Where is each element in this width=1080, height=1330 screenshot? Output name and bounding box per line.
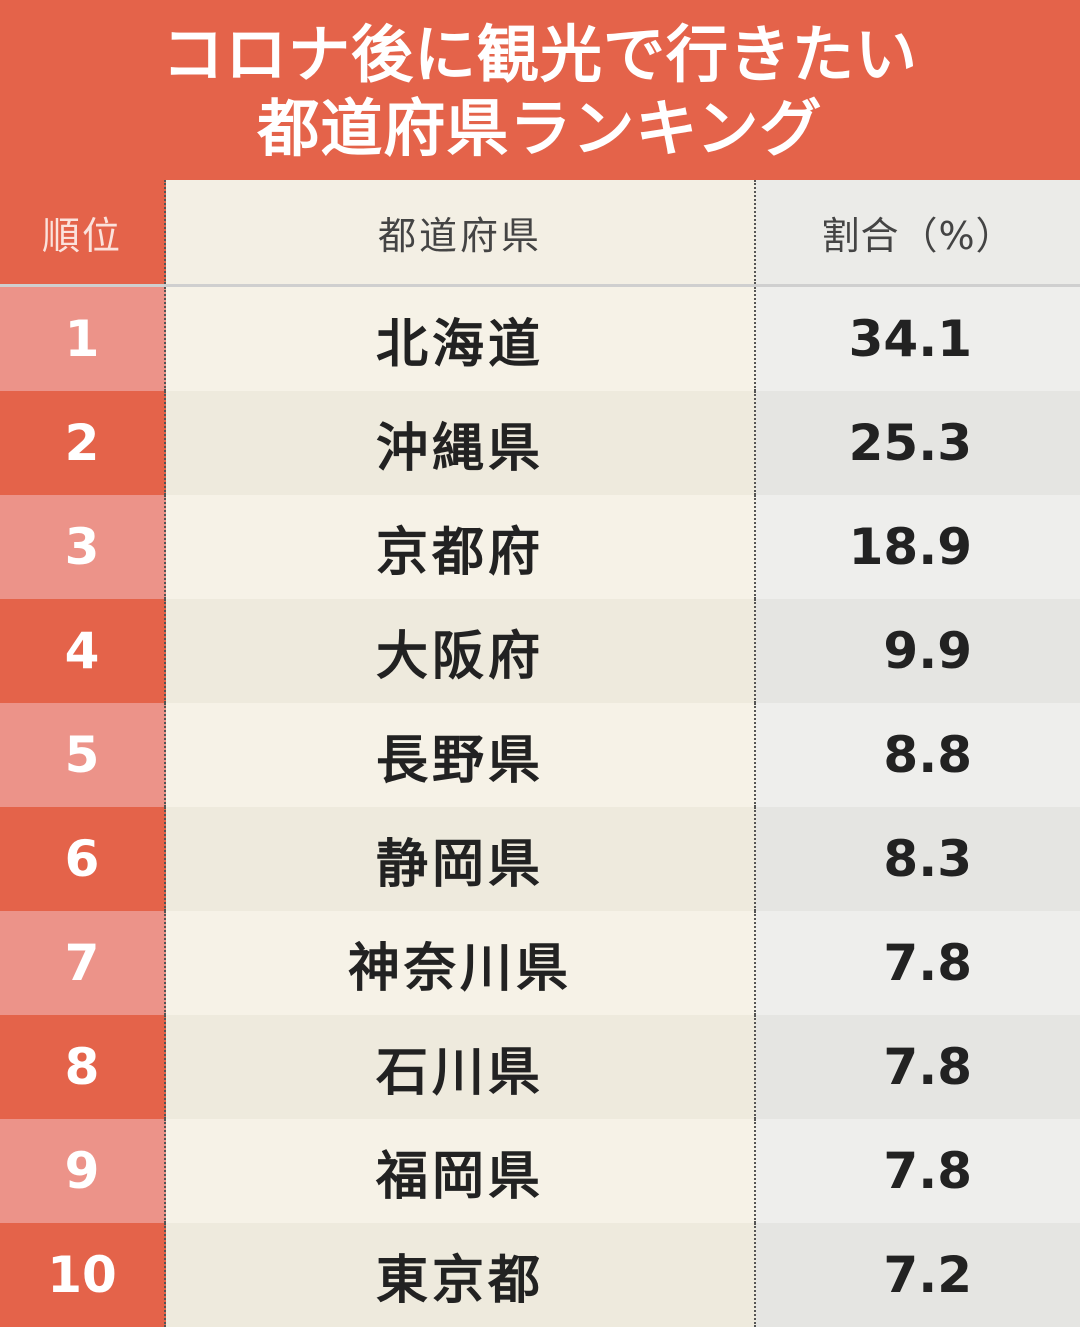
rank-cell: 7	[0, 911, 166, 1015]
title-line-1: コロナ後に観光で行きたい	[161, 18, 918, 91]
prefecture-cell: 北海道	[166, 287, 756, 391]
percent-cell: 8.3	[756, 807, 1080, 911]
rank-cell: 3	[0, 495, 166, 599]
table-row: 7 神奈川県 7.8	[0, 911, 1080, 1015]
table-body: 1 北海道 34.1 2 沖縄県 25.3 3 京都府 18.9 4 大阪府 9.9 5 長野県 8.8 6 静…	[0, 287, 1080, 1330]
prefecture-cell: 静岡県	[166, 807, 756, 911]
percent-cell: 7.8	[756, 1119, 1080, 1223]
title-banner: コロナ後に観光で行きたい 都道府県ランキング	[0, 0, 1080, 180]
header-rank: 順位	[0, 180, 166, 284]
prefecture-cell: 神奈川県	[166, 911, 756, 1015]
prefecture-cell: 東京都	[166, 1223, 756, 1327]
rank-cell: 1	[0, 287, 166, 391]
percent-cell: 25.3	[756, 391, 1080, 495]
rank-cell: 8	[0, 1015, 166, 1119]
table-row: 2 沖縄県 25.3	[0, 391, 1080, 495]
percent-cell: 34.1	[756, 287, 1080, 391]
percent-cell: 9.9	[756, 599, 1080, 703]
rank-cell: 2	[0, 391, 166, 495]
table-row: 3 京都府 18.9	[0, 495, 1080, 599]
rank-cell: 6	[0, 807, 166, 911]
prefecture-cell: 長野県	[166, 703, 756, 807]
percent-cell: 7.8	[756, 911, 1080, 1015]
table-header-row: 順位 都道府県 割合（%）	[0, 180, 1080, 287]
rank-cell: 9	[0, 1119, 166, 1223]
rank-cell: 4	[0, 599, 166, 703]
prefecture-cell: 京都府	[166, 495, 756, 599]
table-row: 9 福岡県 7.8	[0, 1119, 1080, 1223]
prefecture-cell: 石川県	[166, 1015, 756, 1119]
table-row: 10 東京都 7.2	[0, 1223, 1080, 1327]
table-row: 5 長野県 8.8	[0, 703, 1080, 807]
percent-cell: 7.2	[756, 1223, 1080, 1327]
table-row: 6 静岡県 8.3	[0, 807, 1080, 911]
table-row: 1 北海道 34.1	[0, 287, 1080, 391]
table-row: 4 大阪府 9.9	[0, 599, 1080, 703]
table-row: 8 石川県 7.8	[0, 1015, 1080, 1119]
percent-cell: 18.9	[756, 495, 1080, 599]
title-line-2: 都道府県ランキング	[257, 92, 823, 165]
prefecture-cell: 福岡県	[166, 1119, 756, 1223]
prefecture-cell: 大阪府	[166, 599, 756, 703]
header-prefecture: 都道府県	[166, 180, 756, 284]
percent-cell: 7.8	[756, 1015, 1080, 1119]
percent-cell: 8.8	[756, 703, 1080, 807]
rank-cell: 10	[0, 1223, 166, 1327]
header-percent: 割合（%）	[756, 180, 1080, 284]
rank-cell: 5	[0, 703, 166, 807]
prefecture-cell: 沖縄県	[166, 391, 756, 495]
